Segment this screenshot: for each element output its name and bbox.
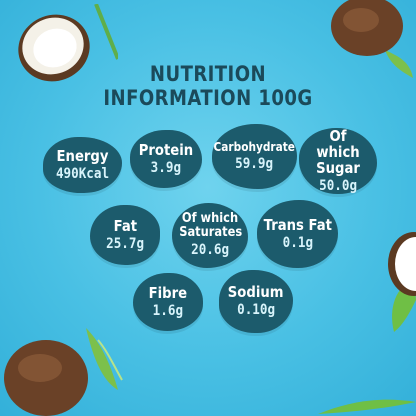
nutrient-value: 50.0g (319, 177, 357, 194)
nutrient-value: 3.9g (150, 159, 182, 176)
coconut-icon (331, 0, 413, 78)
nutrient-protein: Protein 3.9g (130, 130, 202, 188)
nutrient-value: 25.7g (106, 235, 144, 252)
nutrient-fibre: Fibre 1.6g (133, 273, 203, 331)
nutrient-carbohydrate: Carbohydrate 59.9g (212, 124, 297, 189)
nutrient-value: 490Kcal (55, 165, 110, 182)
title-line-1: NUTRITION (149, 62, 267, 86)
coconut-half-icon (388, 232, 416, 332)
nutrient-trans-fat: Trans Fat 0.1g (257, 200, 338, 268)
nutrient-label: Sodium (228, 283, 284, 301)
nutrient-label: Protein (138, 140, 194, 159)
nutrient-value: 1.6g (152, 302, 184, 319)
nutrient-fat: Fat 25.7g (90, 205, 160, 265)
nutrient-value: 0.1g (282, 234, 313, 251)
nutrient-value: 59.9g (235, 155, 274, 172)
nutrient-label: Energy (56, 146, 109, 165)
nutrient-label: Carbohydrate (213, 139, 296, 154)
nutrient-label: Of which Sugar (316, 126, 360, 177)
nutrient-label: Fibre (148, 283, 188, 302)
coconut-half-icon (18, 4, 118, 82)
nutrient-label: Trans Fat (263, 215, 332, 234)
coconut-icon (4, 328, 123, 416)
title-line-2: INFORMATION 100G (103, 86, 313, 110)
nutrient-energy: Energy 490Kcal (43, 137, 122, 193)
leaf-icon (318, 399, 416, 414)
nutrient-label: Fat (113, 216, 137, 235)
nutrient-sugar: Of which Sugar 50.0g (299, 128, 377, 194)
nutrient-value: 20.6g (191, 242, 229, 258)
nutrient-label: Of which Saturates (179, 211, 243, 240)
nutrient-value: 0.10g (237, 302, 275, 318)
nutrient-sodium: Sodium 0.10g (219, 270, 293, 333)
nutrient-saturates: Of which Saturates 20.6g (172, 203, 248, 268)
